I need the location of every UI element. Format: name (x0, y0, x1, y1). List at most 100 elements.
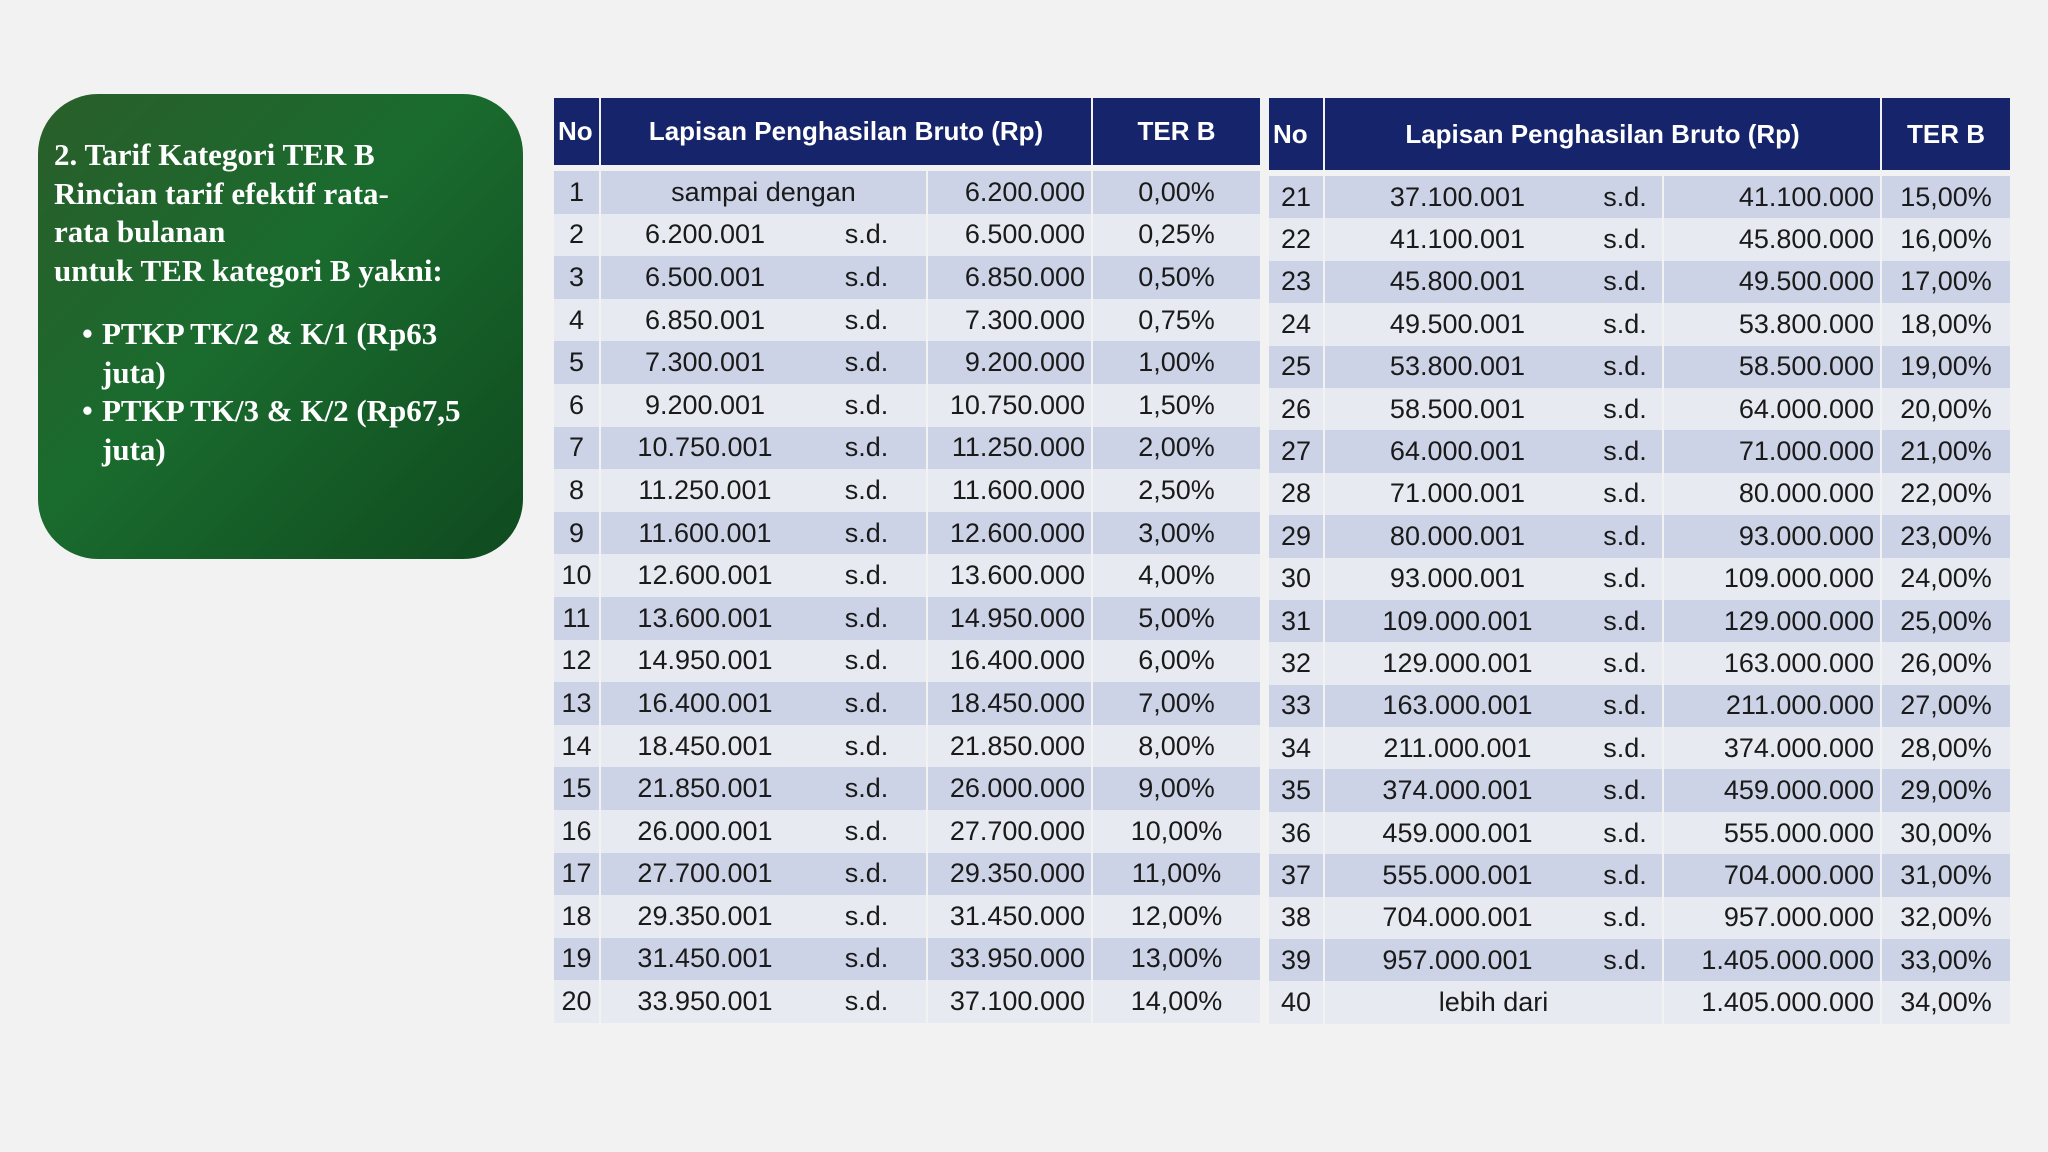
range-from: 58.500.001 (1389, 393, 1526, 424)
row-number: 21 (1269, 173, 1325, 219)
range-to: 45.800.000 (1663, 218, 1882, 261)
ter-table-left: No Lapisan Penghasilan Bruto (Rp) TER B … (554, 98, 1260, 1023)
header-rate: TER B (1092, 98, 1260, 171)
table-row: 25 53.800.001 s.d. 58.500.000 19,00% (1269, 345, 2010, 388)
table-row: 15 21.850.001 s.d. 26.000.000 9,00% (554, 767, 1260, 810)
range-to: 41.100.000 (1663, 173, 1882, 219)
row-number: 23 (1269, 260, 1325, 304)
range-separator: s.d. (1603, 605, 1647, 636)
row-number: 25 (1269, 345, 1325, 388)
range-separator: s.d. (1603, 478, 1647, 509)
ter-rate: 0,50% (1092, 256, 1260, 299)
range-separator: s.d. (1603, 563, 1647, 594)
range-to: 12.600.000 (927, 511, 1093, 555)
ter-rate: 4,00% (1092, 554, 1260, 597)
table-row: 1 sampai dengan 6.200.000 0,00% (554, 168, 1260, 214)
table-row: 27 64.000.001 s.d. 71.000.000 21,00% (1269, 430, 2010, 473)
ter-rate: 25,00% (1881, 599, 2010, 643)
range-separator: s.d. (844, 389, 889, 420)
range-cell: 53.800.001 s.d. (1324, 345, 1664, 388)
table-row: 33 163.000.001 s.d. 211.000.000 27,00% (1269, 684, 2010, 728)
table-row: 30 93.000.001 s.d. 109.000.000 24,00% (1269, 557, 2010, 600)
category-heading: 2. Tarif Kategori TER B Rincian tarif ef… (54, 136, 505, 290)
row-number: 15 (554, 767, 601, 810)
range-cell: 9.200.001 s.d. (600, 383, 928, 427)
range-from: 704.000.001 (1382, 902, 1533, 933)
category-info-panel: 2. Tarif Kategori TER B Rincian tarif ef… (38, 94, 523, 559)
ptkp-list: PTKP TK/2 & K/1 (Rp63 juta) PTKP TK/3 & … (54, 315, 505, 469)
row-number: 33 (1269, 684, 1325, 728)
range-from: 29.350.001 (637, 900, 773, 931)
table-body: 21 37.100.001 s.d. 41.100.000 15,00% 22 41.100… (1269, 173, 2010, 1024)
range-cell: 7.300.001 s.d. (600, 341, 928, 384)
ter-rate: 5,00% (1092, 596, 1260, 640)
row-number: 26 (1269, 387, 1325, 431)
table-row: 28 71.000.001 s.d. 80.000.000 22,00% (1269, 472, 2010, 516)
range-to: 1.405.000.000 (1663, 981, 1882, 1024)
table-header-row: No Lapisan Penghasilan Bruto (Rp) TER B (554, 98, 1260, 171)
range-separator: s.d. (844, 219, 889, 250)
range-separator: s.d. (1603, 351, 1647, 382)
row-number: 22 (1269, 218, 1325, 261)
range-cell: 16.400.001 s.d. (600, 682, 928, 725)
range-to: 37.100.000 (927, 980, 1093, 1023)
range-cell: 64.000.001 s.d. (1324, 430, 1664, 473)
ter-rate: 20,00% (1881, 387, 2010, 431)
range-separator: s.d. (844, 900, 889, 931)
range-separator: s.d. (1603, 902, 1647, 933)
row-number: 13 (554, 682, 601, 725)
range-separator: s.d. (1603, 647, 1647, 678)
row-number: 20 (554, 980, 601, 1023)
range-to: 58.500.000 (1663, 345, 1882, 388)
range-to: 71.000.000 (1663, 430, 1882, 473)
range-separator: s.d. (1603, 436, 1647, 467)
range-cell: 129.000.001 s.d. (1324, 642, 1664, 685)
ter-rate: 31,00% (1881, 854, 2010, 897)
range-separator: s.d. (844, 261, 889, 292)
range-separator: s.d. (844, 815, 889, 846)
range-from: 37.100.001 (1389, 181, 1526, 212)
table-row: 8 11.250.001 s.d. 11.600.000 2,50% (554, 469, 1260, 512)
range-cell: 12.600.001 s.d. (600, 554, 928, 597)
row-number: 7 (554, 426, 601, 470)
range-from: 41.100.001 (1389, 224, 1526, 255)
range-from: 33.950.001 (637, 986, 773, 1017)
ter-rate: 1,50% (1092, 383, 1260, 427)
table-body: 1 sampai dengan 6.200.000 0,00% 2 6.200.001 s.… (554, 168, 1260, 1023)
table-row: 6 9.200.001 s.d. 10.750.000 1,50% (554, 383, 1260, 427)
header-range: Lapisan Penghasilan Bruto (Rp) (600, 98, 1093, 171)
ter-rate: 28,00% (1881, 727, 2010, 770)
range-cell: 14.950.001 s.d. (600, 639, 928, 683)
range-separator: s.d. (1603, 690, 1647, 721)
row-number: 40 (1269, 981, 1325, 1024)
range-cell: 11.250.001 s.d. (600, 469, 928, 512)
range-from: 7.300.001 (644, 347, 766, 378)
range-to: 11.600.000 (927, 469, 1093, 512)
table-row: 24 49.500.001 s.d. 53.800.000 18,00% (1269, 303, 2010, 346)
range-cell: 37.100.001 s.d. (1324, 173, 1664, 219)
ter-rate: 32,00% (1881, 896, 2010, 940)
range-cell: 29.350.001 s.d. (600, 895, 928, 938)
table-row: 7 10.750.001 s.d. 11.250.000 2,00% (554, 426, 1260, 470)
row-number: 12 (554, 639, 601, 683)
range-from: 13.600.001 (637, 602, 773, 633)
range-separator: s.d. (844, 432, 889, 463)
range-separator: s.d. (1603, 520, 1647, 551)
ter-rate: 12,00% (1092, 895, 1260, 938)
ter-rate: 29,00% (1881, 769, 2010, 812)
range-from: 71.000.001 (1389, 478, 1526, 509)
range-cell: 704.000.001 s.d. (1324, 896, 1664, 940)
range-cell: 41.100.001 s.d. (1324, 218, 1664, 261)
ter-rate: 13,00% (1092, 937, 1260, 981)
range-to: 129.000.000 (1663, 599, 1882, 643)
range-from: 163.000.001 (1382, 690, 1533, 721)
table-row: 3 6.500.001 s.d. 6.850.000 0,50% (554, 256, 1260, 299)
range-to: 29.350.000 (927, 852, 1093, 896)
table-row: 13 16.400.001 s.d. 18.450.000 7,00% (554, 682, 1260, 725)
range-separator: s.d. (844, 304, 889, 335)
heading-line: rata bulanan (54, 214, 226, 249)
range-cell: 49.500.001 s.d. (1324, 303, 1664, 346)
ter-rate: 33,00% (1881, 939, 2010, 982)
table-row: 35 374.000.001 s.d. 459.000.000 29,00% (1269, 769, 2010, 812)
table-row: 4 6.850.001 s.d. 7.300.000 0,75% (554, 298, 1260, 342)
